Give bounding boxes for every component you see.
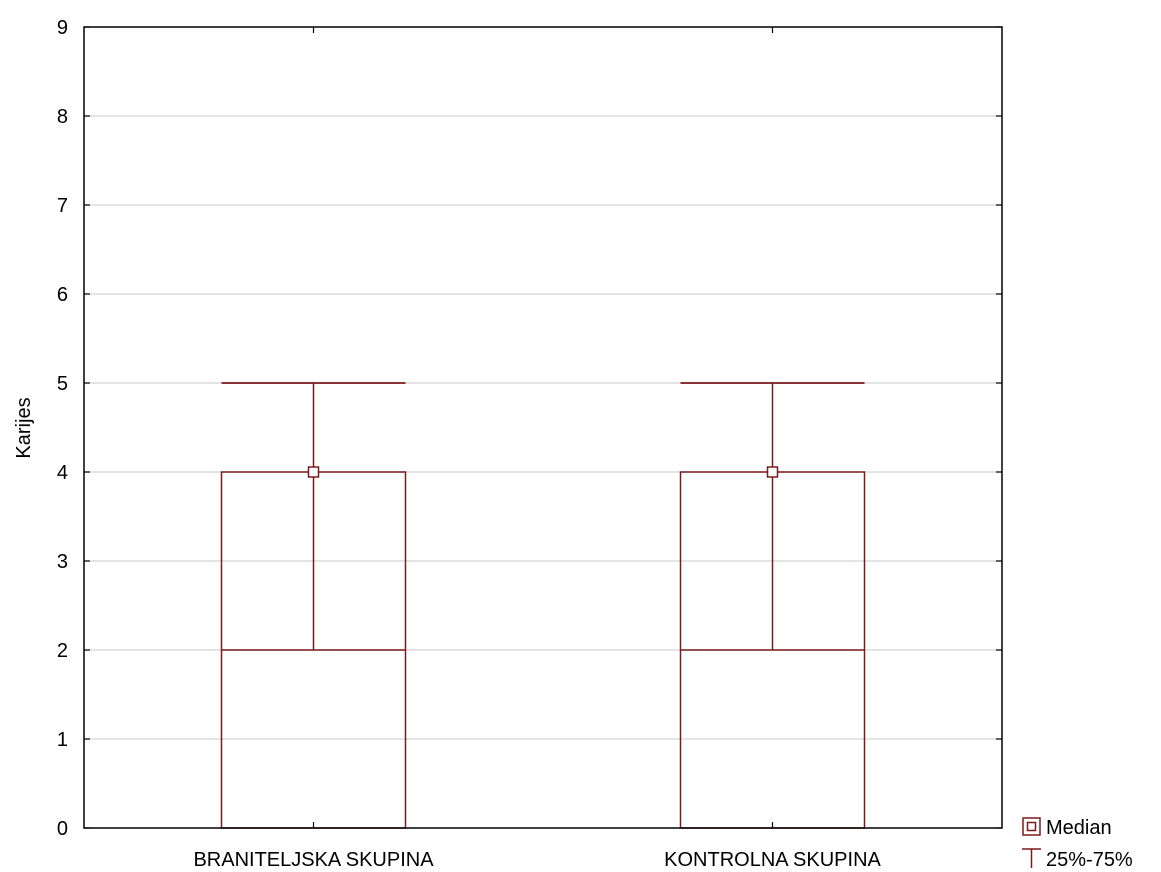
y-tick-label: 4: [57, 462, 68, 484]
y-axis-title: Karijes: [13, 397, 35, 458]
legend-label-range: 25%-75%: [1046, 849, 1133, 871]
median-square-icon: [1022, 817, 1041, 836]
chart-legend: Median 25%-75%: [1022, 817, 1133, 871]
y-tick-label: 7: [57, 195, 68, 217]
whisker-t-icon: [1022, 848, 1041, 868]
y-tick-label: 9: [57, 17, 68, 39]
x-category-label: BRANITELJSKA SKUPINA: [193, 849, 434, 871]
box-group: [679, 382, 866, 829]
x-category-label: KONTROLNA SKUPINA: [664, 849, 881, 871]
y-tick-label: 5: [57, 373, 68, 395]
median-marker: [766, 466, 779, 478]
x-axis-category-labels: BRANITELJSKA SKUPINA KONTROLNA SKUPINA: [193, 849, 881, 871]
legend-item-range: 25%-75%: [1022, 848, 1133, 871]
median-marker: [307, 466, 320, 478]
y-tick-label: 2: [57, 640, 68, 662]
y-tick-label: 3: [57, 551, 68, 573]
box-group: [220, 382, 407, 829]
box-plot-series: [220, 382, 866, 829]
axis-ticks: [84, 26, 1002, 829]
y-tick-label: 8: [57, 106, 68, 128]
plot-area-frame: [83, 26, 1003, 829]
legend-label-median: Median: [1046, 817, 1112, 839]
y-axis-tick-labels: 0 1 2 3 4 5 6 7 8 9: [57, 17, 68, 840]
legend-item-median: Median: [1022, 817, 1112, 839]
y-tick-label: 6: [57, 284, 68, 306]
y-tick-label: 1: [57, 729, 68, 751]
y-tick-label: 0: [57, 818, 68, 840]
